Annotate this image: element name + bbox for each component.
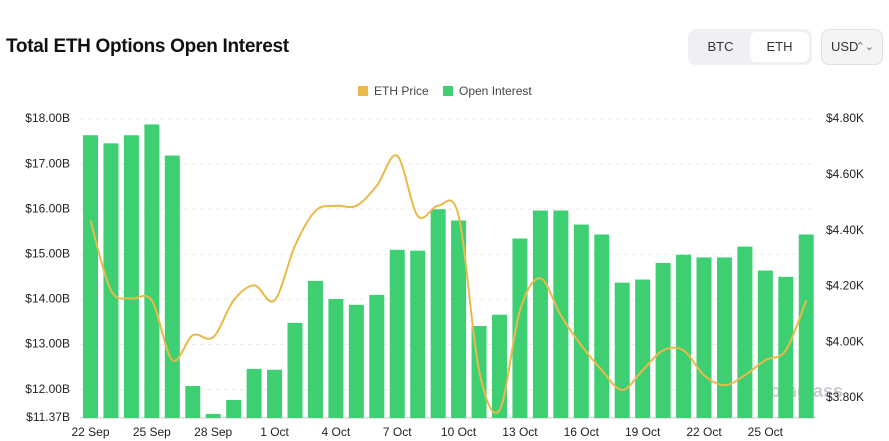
- x-tick-label: 7 Oct: [383, 425, 412, 439]
- bar: [226, 399, 242, 418]
- y2-tick-label: $3.80K: [826, 390, 864, 404]
- bar: [635, 279, 651, 418]
- bar: [83, 135, 98, 418]
- y2-tick-label: $4.60K: [826, 167, 864, 181]
- y-tick-label: $15.00B: [25, 246, 70, 260]
- bar: [798, 234, 814, 418]
- legend-label: Open Interest: [459, 84, 532, 98]
- price-line: [89, 154, 808, 414]
- bar: [369, 294, 385, 418]
- x-tick-label: 10 Oct: [441, 425, 477, 439]
- bar: [451, 220, 467, 418]
- bar: [205, 413, 221, 418]
- x-tick-label: 1 Oct: [260, 425, 289, 439]
- eth-button[interactable]: ETH: [750, 32, 809, 62]
- x-tick-label: 13 Oct: [502, 425, 538, 439]
- x-tick-label: 22 Sep: [71, 425, 109, 439]
- x-tick-label: 19 Oct: [625, 425, 661, 439]
- select-arrow: ⌃⌄: [855, 41, 874, 53]
- y2-tick-label: $4.80K: [826, 111, 864, 125]
- x-tick-label: 4 Oct: [322, 425, 351, 439]
- bar: [164, 155, 180, 418]
- y-tick-label: $12.00B: [25, 382, 70, 396]
- bar: [716, 257, 732, 418]
- bar: [246, 368, 262, 418]
- page-title: Total ETH Options Open Interest: [6, 36, 289, 57]
- bar: [389, 249, 405, 418]
- bar: [123, 135, 139, 418]
- bar: [778, 276, 794, 418]
- btc-button[interactable]: BTC: [707, 39, 734, 54]
- bar: [348, 304, 364, 418]
- y-tick-label: $16.00B: [25, 201, 70, 215]
- y2-tick-label: $4.20K: [826, 279, 864, 293]
- bar: [492, 314, 507, 418]
- y-tick-label: $17.00B: [25, 156, 70, 170]
- bar: [757, 270, 773, 418]
- currency-label: USD: [831, 39, 859, 54]
- legend-swatch: [358, 86, 368, 96]
- coin-toggle: BTC ETH: [688, 29, 812, 65]
- bar: [287, 322, 303, 418]
- legend-label: ETH Price: [374, 84, 429, 98]
- x-tick-label: 28 Sep: [194, 425, 232, 439]
- y-tick-label: $13.00B: [25, 337, 70, 351]
- y2-tick-label: $4.40K: [826, 223, 864, 237]
- bar: [267, 369, 283, 418]
- x-tick-label: 25 Oct: [748, 425, 784, 439]
- bar: [594, 234, 610, 418]
- legend-swatch: [443, 86, 453, 96]
- bar: [430, 209, 446, 418]
- y2-tick-label: $4.00K: [826, 334, 864, 348]
- x-tick-label: 25 Sep: [133, 425, 171, 439]
- bar: [696, 257, 712, 418]
- bar: [573, 224, 589, 418]
- bar: [655, 262, 671, 418]
- bar: [512, 238, 528, 418]
- x-tick-label: 16 Oct: [564, 425, 600, 439]
- bar: [614, 282, 630, 418]
- bar: [532, 210, 548, 418]
- bar: [737, 246, 753, 418]
- bar: [185, 385, 201, 418]
- bar: [103, 143, 119, 418]
- bar: [410, 250, 426, 418]
- y-tick-label: $14.00B: [25, 292, 70, 306]
- y-tick-label: $11.37B: [26, 410, 70, 424]
- bar: [676, 254, 692, 418]
- y-tick-label: $18.00B: [25, 111, 70, 125]
- bar: [307, 280, 323, 418]
- bar: [328, 298, 344, 418]
- bar: [144, 124, 160, 418]
- currency-select[interactable]: USD ⌃⌄: [821, 29, 883, 65]
- x-tick-label: 22 Oct: [686, 425, 722, 439]
